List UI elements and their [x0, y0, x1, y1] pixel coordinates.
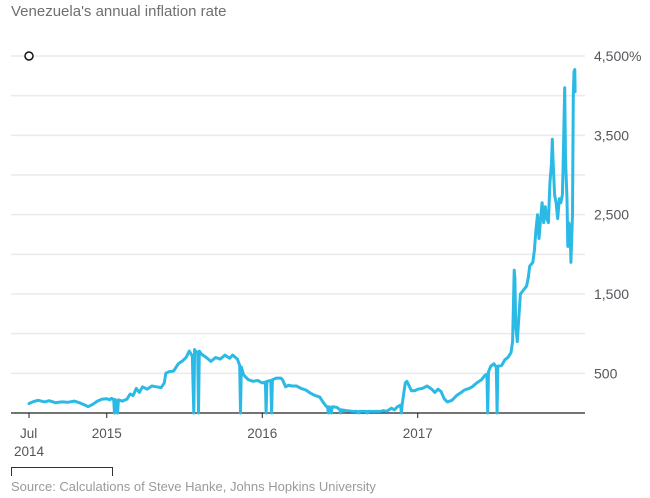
x-tick-label: 2015 — [92, 426, 122, 441]
x-tick-label: 2016 — [247, 426, 277, 441]
y-tick-label: 1,500 — [594, 286, 629, 302]
series-group — [27, 68, 577, 415]
y-tick-label: 3,500 — [594, 127, 629, 143]
y-tick-label: 500 — [594, 365, 618, 381]
chart-title: Venezuela's annual inflation rate — [11, 3, 227, 20]
source-note: Source: Calculations of Steve Hanke, Joh… — [11, 479, 376, 494]
series-line — [27, 68, 577, 415]
x-tick-label: Jul — [20, 426, 37, 441]
x-tick-sublabel: 2014 — [14, 444, 45, 459]
hover-marker-circle — [24, 51, 34, 61]
x-tick-label: 2017 — [403, 426, 433, 441]
marker-group — [24, 51, 34, 61]
gridlines — [11, 55, 585, 375]
y-tick-label: 2,500 — [594, 207, 629, 223]
y-tick-label: 4,500% — [594, 48, 641, 64]
y-axis-ticks: 4,500% 3,500 2,500 1,500 500 — [594, 48, 641, 381]
x-axis: Jul 2014 2015 2016 2017 — [11, 412, 585, 459]
source-bracket — [11, 467, 113, 476]
